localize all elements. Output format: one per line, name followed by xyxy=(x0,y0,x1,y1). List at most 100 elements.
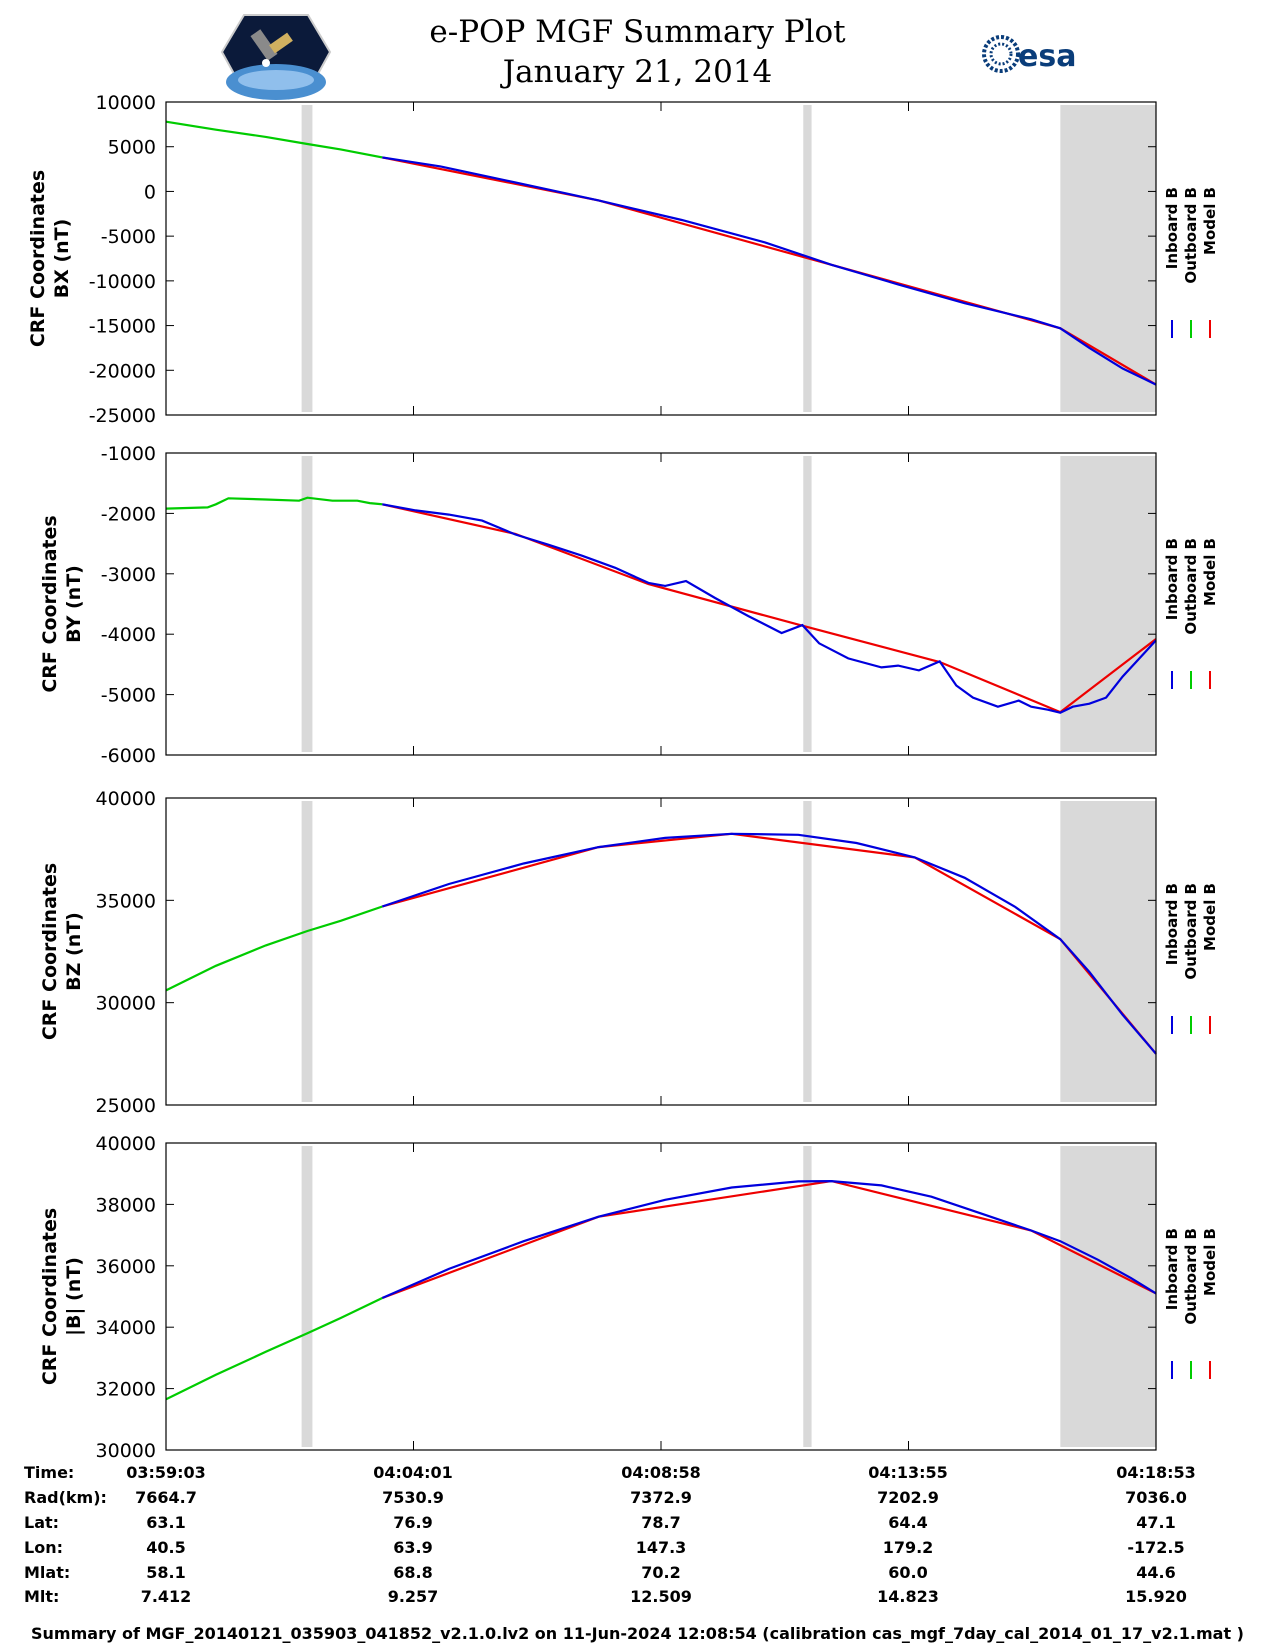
info-cell: 40.5 xyxy=(146,1538,185,1557)
y-axis-label: CRF Coordinates |B| (nT) xyxy=(39,1208,85,1385)
series-line-inboard-b xyxy=(382,503,1157,714)
series-line-outboard-b xyxy=(165,905,383,992)
y-tick-label: -5000 xyxy=(101,226,156,248)
panel-1: 10000 5000 0 -5000 -10000 -15000 -20000 -25000 C… xyxy=(27,92,1219,427)
y-tick-label: -6000 xyxy=(101,745,156,767)
y-tick-label: 32000 xyxy=(96,1379,156,1401)
y-tick-label: -20000 xyxy=(89,360,156,382)
legend-label-inboard-b: Inboard B xyxy=(1163,883,1181,965)
legend: Inboard B Outboard B Model B xyxy=(1163,187,1219,338)
info-cell: 7036.0 xyxy=(1125,1488,1187,1507)
plot-frame xyxy=(165,101,1157,416)
y-tick-label: -2000 xyxy=(101,503,156,525)
info-cell: 76.9 xyxy=(393,1513,432,1532)
info-cell: 44.6 xyxy=(1136,1563,1175,1582)
info-row-label: Rad(km): xyxy=(24,1488,107,1507)
info-row-label: Time: xyxy=(24,1463,74,1482)
data-gap-band xyxy=(301,1146,313,1447)
info-cell: 63.9 xyxy=(393,1538,432,1557)
y-tick-label: -3000 xyxy=(101,564,156,586)
y-tick-label: 34000 xyxy=(96,1317,156,1339)
y-tick-label: 30000 xyxy=(96,993,156,1015)
panel-4: 40000 38000 36000 34000 32000 30000 CRF Coordi… xyxy=(39,1133,1219,1462)
info-cell: 60.0 xyxy=(888,1563,927,1582)
series-line-model-b xyxy=(382,156,1157,386)
data-gap-band xyxy=(1060,1146,1156,1447)
series-line-outboard-b xyxy=(165,1297,383,1401)
data-gap-band xyxy=(301,456,313,752)
plot-frame xyxy=(165,1142,1157,1451)
info-cell: 9.257 xyxy=(388,1587,439,1606)
series-line-inboard-b xyxy=(382,156,1157,386)
y-tick-label: 38000 xyxy=(96,1194,156,1216)
y-tick-label: 40000 xyxy=(96,788,156,810)
y-tick-label: 30000 xyxy=(96,1440,156,1462)
y-tick-label: 35000 xyxy=(96,890,156,912)
info-cell: 70.2 xyxy=(641,1563,680,1582)
legend-label-inboard-b: Inboard B xyxy=(1163,187,1181,269)
info-cell: 15.920 xyxy=(1125,1587,1187,1606)
data-gap-band xyxy=(1060,105,1156,412)
legend-label-model-b: Model B xyxy=(1201,1228,1219,1296)
info-cell: 7202.9 xyxy=(877,1488,939,1507)
series-line-model-b xyxy=(382,832,1157,1055)
y-axis-label: CRF Coordinates BY (nT) xyxy=(39,515,85,692)
legend: Inboard B Outboard B Model B xyxy=(1163,883,1219,1034)
y-tick-label: 10000 xyxy=(96,92,156,114)
series-line-inboard-b xyxy=(381,1179,1157,1300)
data-gap-band xyxy=(1060,456,1156,752)
esa-logo: esa xyxy=(982,35,1076,74)
info-cell: -172.5 xyxy=(1127,1538,1184,1557)
y-tick-label: 0 xyxy=(144,181,156,203)
info-cell: 58.1 xyxy=(146,1563,185,1582)
legend: Inboard B Outboard B Model B xyxy=(1163,1228,1219,1379)
plot-frame xyxy=(165,797,1157,1106)
orbit-info-table: Time: Rad(km): Lat: Lon: Mlat: Mlt: 03:59:03 76… xyxy=(24,1463,1196,1606)
y-tick-label: -10000 xyxy=(89,271,156,293)
info-cell: 14.823 xyxy=(877,1587,939,1606)
legend-label-outboard-b: Outboard B xyxy=(1182,538,1200,635)
info-row-label: Lat: xyxy=(24,1513,59,1532)
legend-label-outboard-b: Outboard B xyxy=(1182,883,1200,980)
info-row-label: Mlt: xyxy=(24,1587,59,1606)
panel-2: -1000 -2000 -3000 -4000 -5000 -6000 CRF Coordi… xyxy=(39,443,1219,767)
info-cell: 7530.9 xyxy=(382,1488,444,1507)
series-line-model-b xyxy=(381,1179,1157,1300)
legend-label-inboard-b: Inboard B xyxy=(1163,1228,1181,1310)
info-cell: 179.2 xyxy=(883,1538,934,1557)
y-tick-label: -4000 xyxy=(101,624,156,646)
chart-subtitle-date: January 21, 2014 xyxy=(502,54,773,90)
data-gap-band xyxy=(1060,801,1156,1102)
x-tick-label-time: 03:59:03 xyxy=(126,1463,206,1482)
info-cell: 64.4 xyxy=(888,1513,927,1532)
info-cell: 7.412 xyxy=(141,1587,192,1606)
x-tick-label-time: 04:08:58 xyxy=(621,1463,701,1482)
series-line-model-b xyxy=(382,503,1157,714)
data-gap-band xyxy=(803,1146,812,1447)
legend-label-inboard-b: Inboard B xyxy=(1163,538,1181,620)
x-tick-label-time: 04:18:53 xyxy=(1116,1463,1196,1482)
legend-label-model-b: Model B xyxy=(1201,187,1219,255)
esa-logo-text: esa xyxy=(1018,39,1076,74)
y-tick-label: 5000 xyxy=(108,137,156,159)
series-line-outboard-b xyxy=(165,496,383,510)
legend-label-outboard-b: Outboard B xyxy=(1182,1228,1200,1325)
y-axis-label: CRF Coordinates BZ (nT) xyxy=(39,863,85,1040)
x-tick-label-time: 04:13:55 xyxy=(868,1463,948,1482)
series-line-outboard-b xyxy=(165,120,383,159)
y-axis-label: CRF Coordinates BX (nT) xyxy=(27,170,73,347)
info-cell: 7372.9 xyxy=(630,1488,692,1507)
info-cell: 47.1 xyxy=(1136,1513,1175,1532)
series-line-inboard-b xyxy=(381,832,1157,1055)
legend: Inboard B Outboard B Model B xyxy=(1163,538,1219,689)
data-gap-band xyxy=(803,801,812,1102)
chart-title: e-POP MGF Summary Plot xyxy=(429,14,846,50)
data-gap-band xyxy=(301,801,313,1102)
y-tick-label: -1000 xyxy=(101,443,156,465)
info-cell: 7664.7 xyxy=(135,1488,197,1507)
legend-label-model-b: Model B xyxy=(1201,538,1219,606)
panel-3: 40000 35000 30000 25000 CRF Coordinates BZ (n… xyxy=(39,788,1219,1117)
info-cell: 12.509 xyxy=(630,1587,692,1606)
y-tick-label: -5000 xyxy=(101,685,156,707)
